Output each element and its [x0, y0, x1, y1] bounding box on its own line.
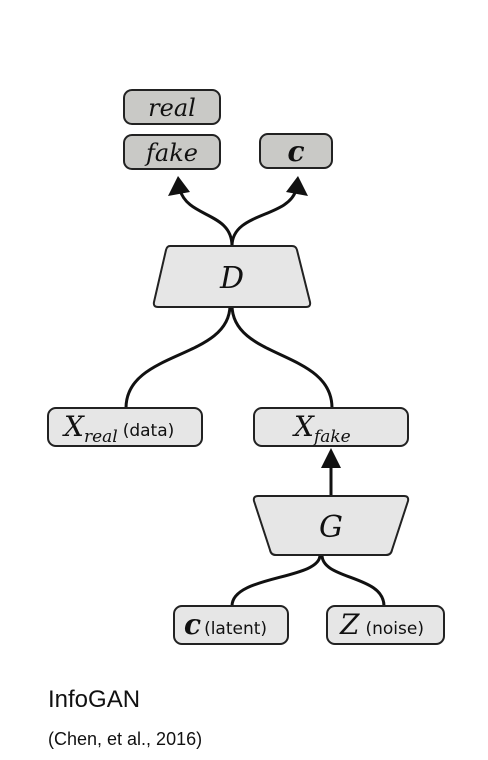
x-real-note: (data): [123, 421, 175, 441]
x-real-symbol: X: [62, 410, 85, 443]
connector-xfake-to-d: [230, 303, 334, 410]
connector-z-to-g: [320, 553, 386, 608]
discriminator-label: D: [219, 261, 244, 296]
generator-label: G: [319, 510, 343, 545]
c-output-box: [259, 133, 333, 169]
c-latent-box: [173, 605, 289, 645]
z-noise-label: Z (noise): [339, 608, 424, 641]
connector-c-latent-to-g: [230, 553, 322, 608]
arrowhead-real-fake: [168, 176, 190, 196]
c-latent-label: c (latent): [184, 608, 267, 641]
c-output-label: c: [287, 135, 304, 168]
arrowhead-xfake: [321, 448, 341, 468]
x-real-subscript: real: [84, 427, 118, 447]
x-real-label: Xreal (data): [62, 410, 174, 447]
z-noise-box: [326, 605, 445, 645]
x-real-box: [47, 407, 203, 447]
x-fake-symbol: X: [292, 410, 315, 443]
c-latent-note: (latent): [204, 619, 267, 639]
x-fake-box: [253, 407, 409, 447]
connector-d-to-c: [230, 188, 298, 248]
fake-output-box: [123, 134, 221, 170]
arrowhead-c-output: [286, 176, 308, 196]
z-noise-note: (noise): [365, 619, 423, 639]
x-fake-subscript: fake: [312, 427, 351, 447]
generator-block: [252, 495, 410, 556]
caption-title: InfoGAN: [48, 686, 141, 713]
discriminator-block: [152, 245, 312, 308]
fake-output-label: fake: [144, 139, 198, 167]
c-latent-symbol: c: [184, 608, 201, 641]
z-noise-symbol: Z: [339, 608, 360, 641]
connector-xreal-to-d: [124, 303, 232, 410]
real-output-box: [123, 89, 221, 125]
real-output-label: real: [148, 94, 196, 122]
infogan-diagram: real fake c D Xreal (data) Xfake G c (late…: [47, 89, 445, 645]
connector-d-to-real-fake: [178, 188, 234, 248]
caption-citation: (Chen, et al., 2016): [48, 729, 203, 749]
x-fake-label: Xfake: [292, 410, 351, 447]
